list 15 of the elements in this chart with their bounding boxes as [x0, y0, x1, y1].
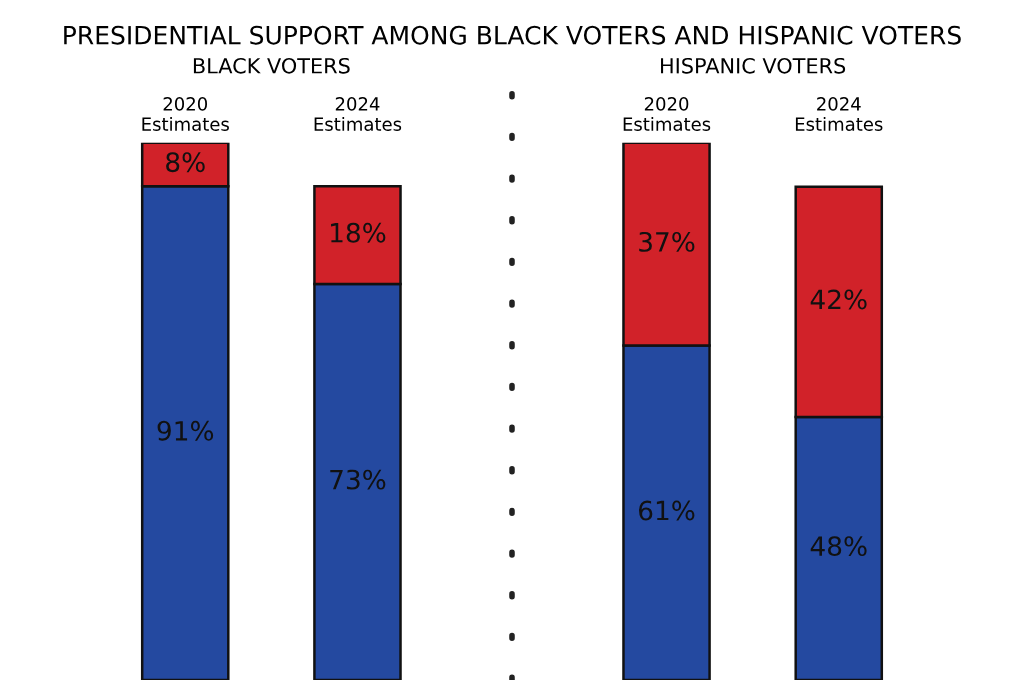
data-label: 18%	[331, 222, 386, 243]
data-label: 73%	[330, 469, 386, 490]
data-label: 48%	[810, 536, 867, 557]
data-label: 91%	[157, 420, 214, 441]
x-tick-label: 2020 Estimates	[623, 97, 711, 131]
x-tick-label: 2020 Estimates	[142, 97, 229, 131]
x-tick-label: 2024 Estimates	[795, 97, 883, 131]
data-label: 61%	[639, 500, 695, 521]
chart-subtitle: BLACK VOTERS	[193, 57, 350, 74]
data-label: 8%	[166, 152, 205, 173]
text: PRESIDENTIAL SUPPORT AMONG BLACK VOTERS AND HISPANIC VOTERS	[64, 25, 961, 45]
data-label: 42%	[810, 289, 867, 310]
data-label: 37%	[639, 231, 695, 252]
x-tick-label: 2024 Estimates	[314, 97, 402, 131]
chart-subtitle: HISPANIC VOTERS	[661, 57, 846, 74]
